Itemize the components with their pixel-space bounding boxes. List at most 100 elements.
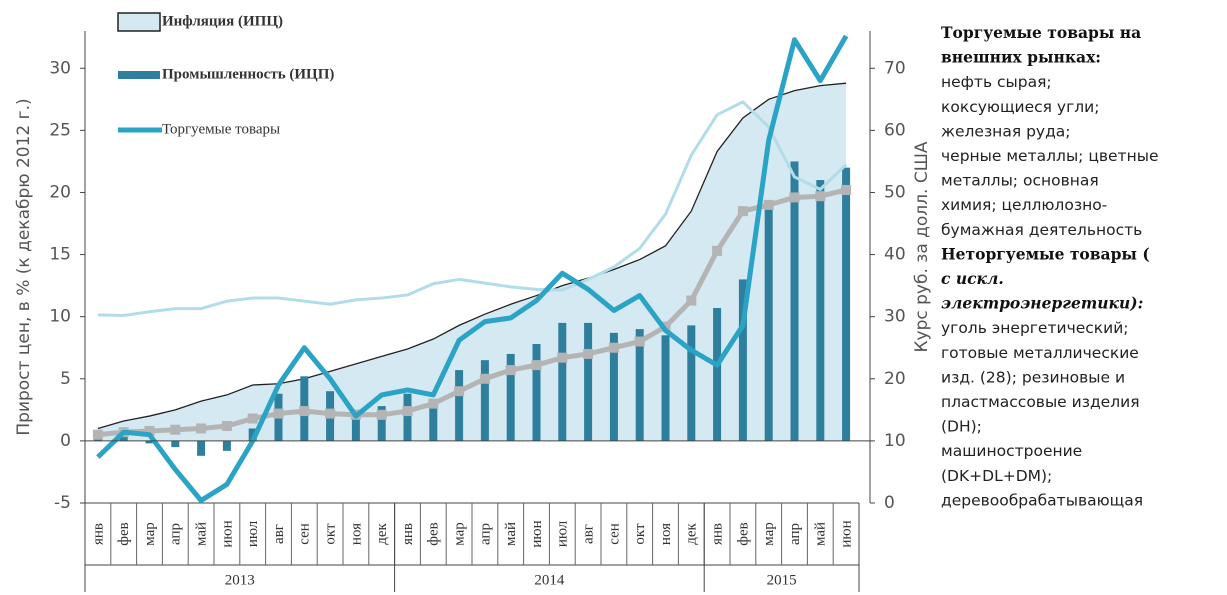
bar (532, 344, 541, 441)
x-tick-label: май (813, 522, 829, 546)
x-tick-label: мар (761, 522, 777, 546)
bar (197, 440, 206, 456)
y2-tick-label: 10 (884, 431, 906, 451)
y-tick-label: 30 (49, 58, 71, 78)
side-text-line: (DH); (941, 418, 982, 436)
x-tick-label: ноя (348, 523, 364, 545)
x-tick-label: фев (735, 522, 751, 545)
y-tick-label: -5 (54, 493, 71, 513)
side-text-line: химия; целлюлозно- (941, 196, 1107, 214)
bar (171, 440, 180, 448)
x-tick-label: сен (297, 523, 313, 545)
bar (558, 322, 567, 441)
marker (841, 184, 852, 195)
side-text-line: Торгуемые товары на (941, 23, 1141, 42)
y-tick-label: 20 (49, 182, 71, 202)
x-tick-label: фев (116, 522, 132, 545)
x-tick-label: июл (555, 520, 571, 547)
x-tick-label: авг (581, 524, 597, 544)
year-label: 2015 (767, 572, 797, 588)
y-axis-label: Прирост цен, в % (к декабрю 2012 г.) (14, 98, 34, 435)
x-tick-label: апр (787, 523, 803, 545)
legend-label: Инфляция (ИПЦ) (162, 13, 283, 29)
bar (351, 409, 360, 441)
y2-tick-label: 70 (884, 58, 906, 78)
bar (764, 204, 773, 441)
side-text-line: пластмассовые изделия (941, 393, 1140, 411)
bar (635, 329, 644, 441)
legend-swatch (118, 71, 160, 79)
y2-tick-label: 60 (884, 120, 906, 140)
x-tick-label: июн (219, 520, 235, 547)
y2-tick-label: 50 (884, 182, 906, 202)
marker (144, 425, 155, 436)
x-tick-label: сен (606, 523, 622, 545)
side-text-line: изд. (28); резиновые и (941, 368, 1125, 386)
y-tick-label: 5 (60, 369, 71, 389)
bar (403, 393, 412, 441)
marker (273, 408, 284, 419)
x-tick-label: окт (632, 523, 648, 545)
side-text-line: бумажная деятельность (941, 221, 1142, 239)
marker (170, 424, 181, 435)
legend-label: Промышленность (ИЦП) (162, 66, 334, 82)
x-tick-label: окт (323, 523, 339, 545)
x-tick-label: июн (839, 520, 855, 547)
side-text-line: уголь энергетический; (941, 319, 1129, 337)
y2-axis-label: Курс руб. за долл. США (912, 141, 932, 352)
x-tick-label: янв (400, 523, 416, 545)
bar (506, 353, 515, 441)
x-tick-label: май (503, 522, 519, 546)
marker (737, 206, 748, 217)
marker (557, 352, 568, 363)
bar (661, 335, 670, 441)
y-tick-label: 10 (49, 307, 71, 327)
bar (119, 434, 128, 441)
marker (92, 429, 103, 440)
y-tick-label: 0 (60, 431, 71, 451)
bar (480, 360, 489, 441)
x-tick-label: ноя (658, 523, 674, 545)
year-label: 2014 (534, 572, 565, 588)
marker (763, 199, 774, 210)
y2-tick-label: 20 (884, 369, 906, 389)
side-text-line: машиностроение (941, 442, 1082, 460)
marker (789, 192, 800, 203)
marker (196, 423, 207, 434)
marker (299, 406, 310, 417)
side-text-line: металлы; основная (941, 172, 1099, 190)
marker (815, 191, 826, 202)
x-tick-label: фев (426, 522, 442, 545)
bar (609, 332, 618, 441)
side-text-line: коксующиеся угли; (941, 98, 1099, 116)
bar (687, 325, 696, 441)
marker (479, 373, 490, 384)
marker (402, 406, 413, 417)
y2-tick-label: 0 (884, 493, 895, 513)
line (97, 100, 848, 317)
side-text-line: готовые металлические (941, 344, 1139, 362)
y-tick-label: 15 (49, 245, 71, 265)
side-text-line: черные металлы; цветные (941, 147, 1158, 165)
marker (712, 245, 723, 256)
bar (816, 180, 825, 441)
bar (738, 279, 747, 441)
side-text-line: с искл. (941, 269, 1004, 288)
x-tick-label: июн (529, 520, 545, 547)
side-text-line: деревообрабатывающая (941, 491, 1143, 509)
bar (377, 406, 386, 441)
line (96, 34, 849, 504)
x-tick-label: авг (271, 524, 287, 544)
side-text-line: Неторгуемые товары ( (941, 244, 1150, 263)
bar (790, 161, 799, 441)
year-label: 2013 (225, 572, 255, 588)
x-tick-label: янв (90, 523, 106, 545)
marker (454, 386, 465, 397)
marker (531, 360, 542, 371)
marker (221, 420, 232, 431)
x-tick-label: апр (477, 523, 493, 545)
bar (248, 428, 257, 441)
y2-tick-label: 40 (884, 245, 906, 265)
marker (247, 413, 258, 424)
